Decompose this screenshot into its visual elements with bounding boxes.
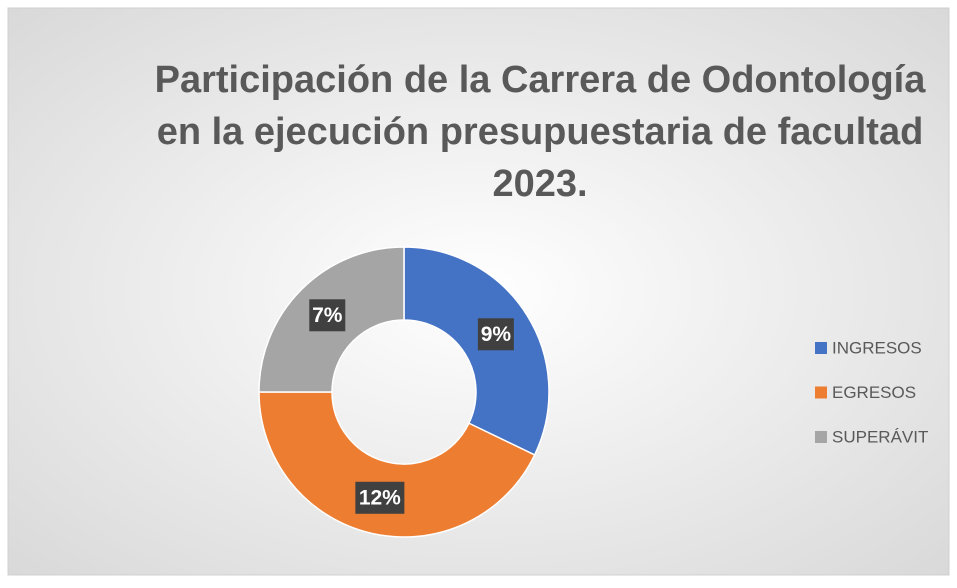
donut-slice xyxy=(258,391,536,538)
chart-title: Participación de la Carrera de Odontolog… xyxy=(155,59,927,205)
data-label-box xyxy=(477,318,514,351)
data-label: 7% xyxy=(312,304,343,327)
title-line: Participación de la Carrera de Odontolog… xyxy=(155,59,927,101)
title-line: 2023. xyxy=(492,163,587,205)
data-label-box xyxy=(355,481,405,514)
legend-label: INGRESOS xyxy=(832,338,922,357)
data-label: 12% xyxy=(359,486,401,509)
legend-swatch xyxy=(815,431,827,443)
legend-swatch xyxy=(815,342,827,354)
data-label-box xyxy=(309,299,346,332)
legend-label: SUPERÁVIT xyxy=(832,427,928,446)
legend: INGRESOS EGRESOS SUPERÁVIT xyxy=(815,338,928,446)
legend-label: EGRESOS xyxy=(832,383,916,402)
legend-swatch xyxy=(815,386,827,399)
donut-slice xyxy=(403,246,550,456)
title-line: en la ejecución presupuestaria de facult… xyxy=(157,111,924,153)
data-label: 9% xyxy=(481,323,512,346)
donut: 9% 12% 7% xyxy=(258,246,550,538)
